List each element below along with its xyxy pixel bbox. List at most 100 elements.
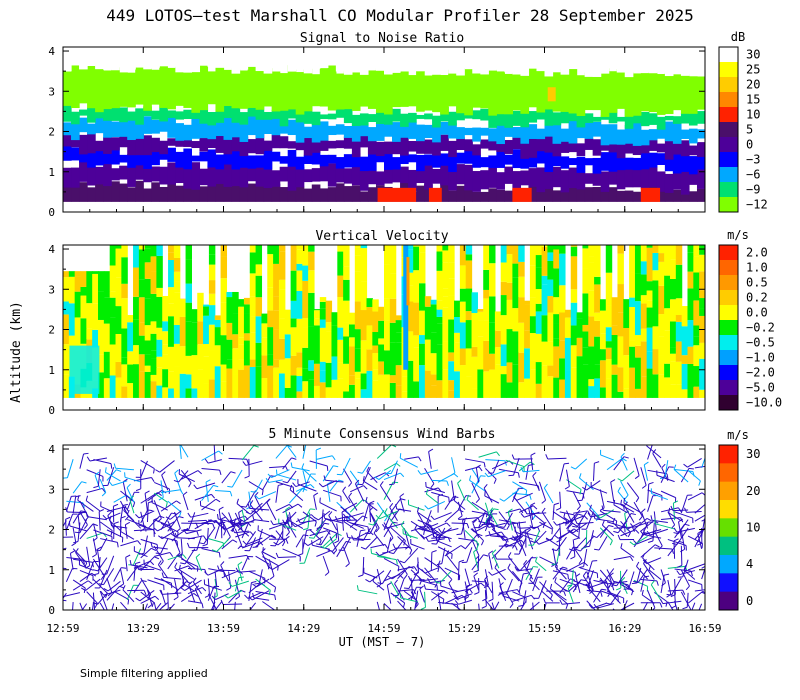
snr-cell [688,145,698,156]
snr-cell [576,165,586,190]
wind-barb [617,491,628,504]
snr-cell [472,171,481,192]
vv-cell [436,270,443,301]
wind-barb [346,512,364,519]
vv-cell [156,245,163,256]
wind-barb [687,563,705,571]
vv-cell [576,372,584,398]
colorbar-swatch [719,481,738,501]
wind-barb-flag [562,566,568,569]
snr-cell [359,191,369,202]
vv-cell [489,353,496,370]
snr-cell [488,155,497,168]
wind-barb-flag [673,464,677,470]
wind-barb-flag [639,530,644,536]
vv-cell [360,340,368,374]
vv-cell [313,363,321,386]
wind-barb [686,592,689,608]
wind-barb-flag [178,564,181,570]
vv-cell [302,368,309,382]
wind-barb-flag [685,585,690,591]
wind-barb [518,539,527,557]
snr-cell [680,73,690,114]
wind-barb [431,479,447,482]
wind-barb-flag [242,540,247,545]
wind-barb-flag [193,593,199,597]
wind-barb-flag [661,582,666,587]
vv-cell [634,301,642,336]
snr-cell [63,122,72,136]
wind-barb [606,457,623,471]
vv-cell [296,367,303,377]
wind-barb-flag [563,590,567,596]
snr-cell [111,181,120,202]
vv-cell [150,358,157,375]
wind-barb [214,571,218,587]
wind-barb [162,530,175,540]
vv-cell [448,319,455,353]
wind-barb-flag [446,522,451,527]
vv-cell [588,290,595,317]
wind-barb-flag [526,528,532,533]
vv-cell [138,297,146,323]
snr-cell [127,135,136,156]
vv-cell [599,349,607,361]
vv-cell [144,340,152,355]
snr-cell [367,187,377,202]
wind-barb-flag [701,492,705,496]
wind-barb [376,569,382,585]
wind-barb [667,579,672,595]
vv-cell [331,312,338,326]
wind-barb [633,522,648,528]
wind-barb-flag [664,573,670,576]
snr-cell [199,64,209,111]
vv-cell [278,245,286,252]
vv-cell [640,245,648,262]
wind-barb-flag [518,535,524,540]
snr-cell [632,141,642,156]
wind-barb-flag [220,599,224,605]
vv-cell [617,336,624,368]
wind-barb [636,536,655,545]
wind-barb [431,522,447,531]
wind-barb-flag [484,575,488,581]
wind-barb [213,445,216,461]
wind-barb [641,511,649,529]
wind-barb-flag [316,543,322,546]
wind-barb-flag [136,564,140,570]
wind-barb-flag [188,482,192,488]
snr-cell [151,166,160,182]
vv-cell [302,327,309,348]
vv-cell [664,245,671,276]
vv-cell [413,381,420,398]
wind-barb [507,567,520,582]
vv-cell [343,279,350,301]
vv-cell [98,291,105,320]
wind-barb-flag [446,480,449,486]
wind-barb-flag [48,593,49,598]
wind-barb [120,601,129,610]
wind-barb [444,594,463,604]
snr-cell [63,71,72,106]
wind-barb-flag [430,483,435,488]
wind-barb [586,502,600,517]
wind-barb [72,548,88,564]
snr-cell [424,164,433,190]
snr-cell [432,74,441,113]
vv-cell [372,369,379,381]
wind-barb [72,481,83,494]
snr-cell [696,47,705,74]
wind-barb-flag [567,574,569,580]
snr-cell [223,104,233,119]
vv-cell [559,379,566,398]
snr-cell [496,121,505,145]
vv-cell [419,343,426,366]
wind-barb-flag [270,520,274,525]
vv-cell [675,245,683,265]
wind-barb [72,579,86,589]
snr-cell [448,111,457,126]
wind-barb-flag [389,483,395,486]
wind-barb [79,453,85,469]
snr-cell [335,73,345,110]
wind-barb [97,469,101,487]
